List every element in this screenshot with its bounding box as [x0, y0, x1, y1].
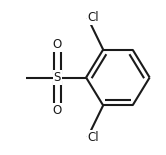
Text: Cl: Cl	[88, 131, 99, 144]
Text: O: O	[53, 38, 62, 51]
Text: Cl: Cl	[88, 11, 99, 24]
Text: O: O	[53, 104, 62, 117]
Text: S: S	[54, 71, 61, 84]
